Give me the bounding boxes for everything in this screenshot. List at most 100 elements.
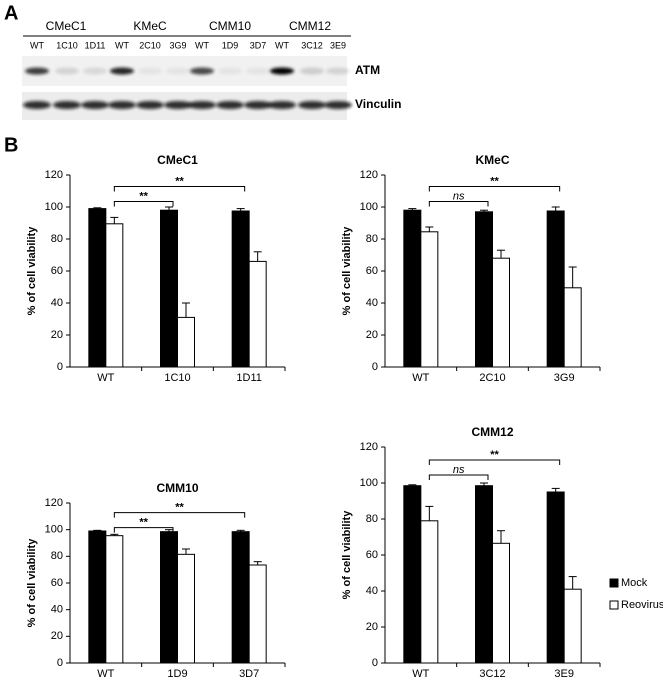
- vinculin-band: [298, 101, 326, 109]
- bar: [492, 257, 510, 368]
- y-tick-label: 100: [45, 201, 63, 213]
- bar: [177, 316, 195, 368]
- y-tick-label: 120: [360, 441, 378, 453]
- lane-label: 1C10: [56, 40, 78, 50]
- significance-label: ns: [453, 190, 465, 202]
- legend-swatch: [609, 578, 619, 588]
- significance-label: **: [490, 449, 499, 461]
- legend-label: Mock: [621, 577, 648, 589]
- y-axis-label: % of cell viability: [341, 510, 353, 600]
- x-tick-label: WT: [412, 668, 429, 680]
- y-tick-label: 20: [366, 621, 378, 633]
- lane-label: 1D9: [222, 40, 239, 50]
- vinculin-band: [23, 101, 51, 109]
- atm-band: [326, 67, 350, 75]
- y-tick-label: 0: [57, 361, 63, 373]
- y-tick-label: 80: [51, 233, 63, 245]
- y-tick-label: 80: [366, 513, 378, 525]
- y-tick-label: 0: [372, 657, 378, 669]
- vinculin-band: [81, 101, 109, 109]
- y-tick-label: 0: [372, 361, 378, 373]
- x-tick-label: 3E9: [554, 668, 574, 680]
- bar: [88, 530, 107, 664]
- y-tick-label: 100: [45, 524, 63, 536]
- atm-band: [218, 67, 242, 75]
- y-tick-label: 60: [366, 549, 378, 561]
- bar: [105, 535, 124, 664]
- significance-label: ns: [453, 464, 465, 476]
- bar: [231, 210, 250, 368]
- vinculin-band: [108, 101, 136, 109]
- atm-band: [300, 67, 324, 75]
- y-axis-label: % of cell viability: [26, 226, 38, 316]
- x-tick-label: 1D9: [167, 668, 187, 680]
- significance-label: **: [175, 175, 184, 187]
- y-tick-label: 40: [366, 585, 378, 597]
- atm-band: [190, 67, 214, 75]
- significance-bracket: [113, 512, 246, 518]
- significance-bracket: [428, 186, 561, 192]
- cell-line-label: CMM10: [209, 19, 251, 33]
- vinculin-band: [268, 101, 296, 109]
- cell-line-label: KMeC: [133, 19, 167, 33]
- bar: [420, 231, 439, 368]
- x-tick-label: 3D7: [239, 668, 259, 680]
- legend-swatch: [609, 600, 619, 610]
- y-axis-label: % of cell viability: [26, 538, 38, 628]
- atm-band: [270, 67, 294, 75]
- significance-label: **: [175, 502, 184, 514]
- x-tick-label: 1D11: [236, 372, 261, 384]
- vinculin-band: [216, 101, 244, 109]
- y-axis-label: % of cell viability: [341, 226, 353, 316]
- y-tick-label: 100: [360, 201, 378, 213]
- bar: [160, 531, 178, 664]
- y-tick-label: 20: [51, 329, 63, 341]
- vinculin-band: [244, 101, 272, 109]
- y-tick-label: 60: [51, 265, 63, 277]
- atm-band: [246, 67, 270, 75]
- vinculin-band: [53, 101, 81, 109]
- atm-band: [110, 67, 134, 75]
- atm-band: [138, 67, 162, 75]
- lane-label: WT: [30, 40, 44, 50]
- atm-band: [55, 67, 79, 75]
- y-tick-label: 0: [57, 657, 63, 669]
- cell-line-label: CMM12: [289, 19, 331, 33]
- lane-label: 1D11: [85, 40, 106, 50]
- lane-label: 3C12: [301, 40, 323, 50]
- x-tick-label: WT: [97, 372, 114, 384]
- bar: [492, 542, 510, 664]
- cell-line-label: CMeC1: [46, 19, 87, 33]
- lane-label: WT: [115, 40, 129, 50]
- bar: [231, 531, 250, 664]
- y-tick-label: 120: [45, 497, 63, 509]
- y-tick-label: 60: [51, 577, 63, 589]
- vinculin-band: [324, 101, 352, 109]
- bar: [403, 485, 422, 664]
- lane-label: 3G9: [169, 40, 186, 50]
- x-tick-label: 2C10: [479, 372, 505, 384]
- bar: [105, 223, 124, 368]
- bar: [475, 485, 493, 664]
- y-tick-label: 20: [51, 630, 63, 642]
- vinculin-band: [188, 101, 216, 109]
- bar: [475, 211, 493, 368]
- y-tick-label: 120: [45, 169, 63, 181]
- bar: [546, 491, 565, 664]
- panel-label: A: [4, 2, 18, 24]
- significance-bracket: [113, 186, 246, 192]
- y-tick-label: 80: [51, 550, 63, 562]
- significance-bracket: [428, 201, 489, 207]
- lane-label: WT: [275, 40, 289, 50]
- y-tick-label: 120: [360, 169, 378, 181]
- y-tick-label: 20: [366, 329, 378, 341]
- chart-title: CMeC1: [157, 153, 198, 167]
- bar: [546, 210, 565, 368]
- bar: [248, 564, 267, 664]
- x-tick-label: 1C10: [164, 372, 190, 384]
- row-label: ATM: [355, 63, 380, 77]
- significance-bracket: [113, 201, 174, 207]
- significance-label: **: [490, 175, 499, 187]
